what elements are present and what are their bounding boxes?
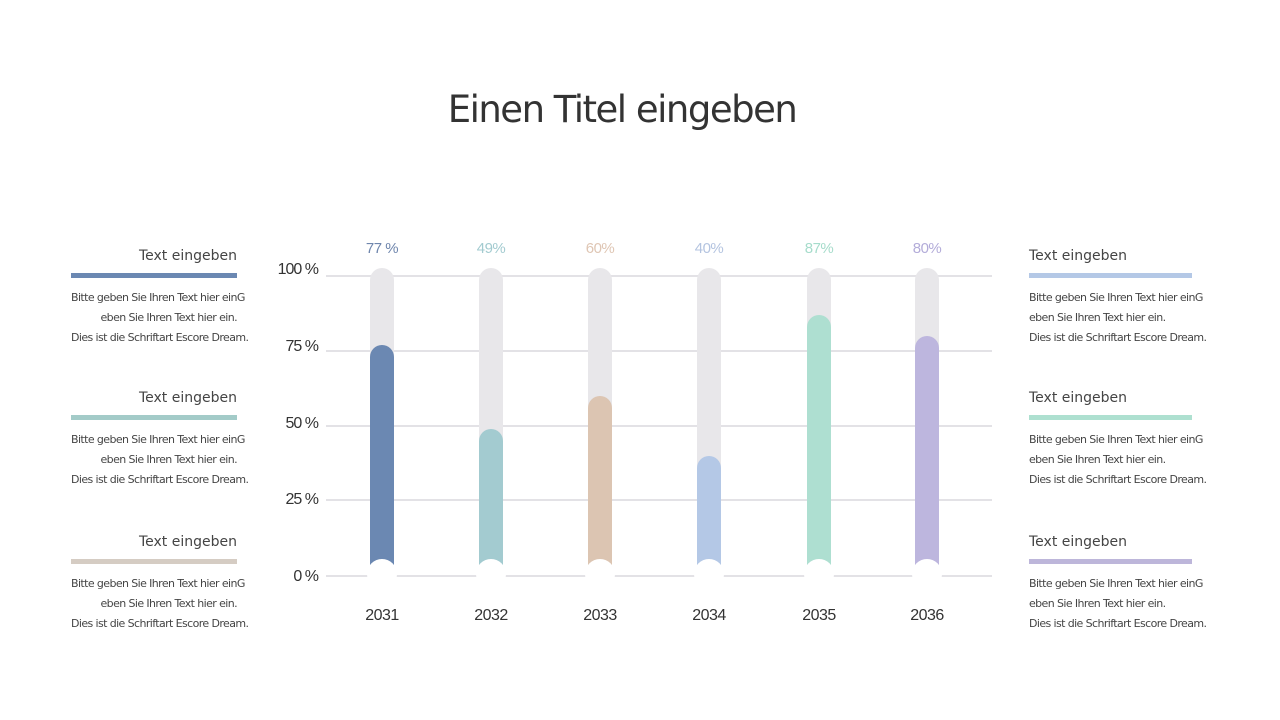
x-tick-label: 2034 [692,607,726,624]
bar-fill [915,336,939,576]
bar-fill [588,396,612,576]
text-block-right-1: Text eingeben Bitte geben Sie Ihren Text … [1029,247,1207,348]
text-block-line: Bitte geben Sie Ihren Text hier einG [71,433,245,446]
text-block-body: Bitte geben Sie Ihren Text hier einG eben… [71,574,249,634]
text-block-accent-line [71,559,237,564]
text-block-line: Bitte geben Sie Ihren Text hier einG [71,577,245,590]
text-block-body: Bitte geben Sie Ihren Text hier einG eben… [1029,574,1207,634]
text-block-title: Text eingeben [1029,248,1128,264]
text-block-accent-line [1029,559,1192,564]
value-label: 40% [694,240,724,257]
text-block-title: Text eingeben [138,534,237,550]
bar-fill [479,429,503,576]
text-block-body: Bitte geben Sie Ihren Text hier einG eben… [71,288,249,348]
bar-fill [807,315,831,576]
text-block-title: Text eingeben [138,248,237,264]
text-block-left-1: Text eingeben Bitte geben Sie Ihren Text … [71,247,249,348]
text-block-title: Text eingeben [1029,534,1128,550]
value-label: 49% [476,240,506,257]
bar-base-circle [694,559,724,589]
text-block-body: Bitte geben Sie Ihren Text hier einG eben… [71,430,249,490]
text-block-title: Text eingeben [138,390,237,406]
bar-base-circle [367,559,397,589]
text-block-line: Bitte geben Sie Ihren Text hier einG [1029,433,1203,446]
text-block-left-2: Text eingeben Bitte geben Sie Ihren Text … [71,389,249,490]
value-label: 80% [912,240,942,257]
bar-chart: 100 % 75 % 50 % 25 % 0 % 77 % 2031 49% 2032… [260,230,1020,650]
y-tick-25: 25 % [285,491,319,508]
text-block-line: eben Sie Ihren Text hier ein. [100,597,238,610]
y-tick-50: 50 % [285,415,319,432]
y-tick-100: 100 % [277,261,319,278]
gridline-0 [326,575,992,577]
value-label: 77 % [365,240,399,257]
gridline-75 [326,350,992,352]
bar-base-circle [476,559,506,589]
x-tick-label: 2036 [910,607,944,624]
value-label: 87% [804,240,834,257]
text-block-line: Dies ist die Schriftart Escore Dream. [71,473,249,486]
text-block-line: Dies ist die Schriftart Escore Dream. [1029,473,1207,486]
bar-fill [370,345,394,576]
text-block-line: Dies ist die Schriftart Escore Dream. [71,331,249,344]
text-block-line: Bitte geben Sie Ihren Text hier einG [71,291,245,304]
text-block-right-2: Text eingeben Bitte geben Sie Ihren Text … [1029,389,1207,490]
bar-base-circle [585,559,615,589]
text-block-line: Dies ist die Schriftart Escore Dream. [1029,617,1207,630]
text-block-accent-line [71,415,237,420]
x-tick-label: 2033 [583,607,617,624]
x-tick-label: 2031 [365,607,399,624]
text-block-accent-line [1029,415,1192,420]
x-tick-label: 2035 [802,607,836,624]
y-tick-75: 75 % [285,338,319,355]
text-block-line: Dies ist die Schriftart Escore Dream. [1029,331,1207,344]
y-tick-0: 0 % [293,568,319,585]
text-block-right-3: Text eingeben Bitte geben Sie Ihren Text … [1029,533,1207,634]
bar-base-circle [804,559,834,589]
text-block-line: eben Sie Ihren Text hier ein. [1029,597,1166,610]
gridline-25 [326,499,992,501]
text-block-body: Bitte geben Sie Ihren Text hier einG eben… [1029,288,1207,348]
text-block-accent-line [1029,273,1192,278]
text-block-left-3: Text eingeben Bitte geben Sie Ihren Text … [71,533,249,634]
text-block-line: eben Sie Ihren Text hier ein. [100,453,238,466]
text-block-line: eben Sie Ihren Text hier ein. [100,311,238,324]
text-block-body: Bitte geben Sie Ihren Text hier einG eben… [1029,430,1207,490]
gridline-100 [326,275,992,277]
text-block-line: Bitte geben Sie Ihren Text hier einG [1029,577,1203,590]
bar-fill [697,456,721,576]
value-label: 60% [585,240,615,257]
text-block-line: Bitte geben Sie Ihren Text hier einG [1029,291,1203,304]
text-block-title: Text eingeben [1029,390,1128,406]
text-block-line: eben Sie Ihren Text hier ein. [1029,311,1166,324]
x-tick-label: 2032 [474,607,508,624]
bar-base-circle [912,559,942,589]
page-title: Einen Titel eingeben [447,88,798,131]
text-block-accent-line [71,273,237,278]
text-block-line: eben Sie Ihren Text hier ein. [1029,453,1166,466]
gridline-50 [326,425,992,427]
text-block-line: Dies ist die Schriftart Escore Dream. [71,617,249,630]
